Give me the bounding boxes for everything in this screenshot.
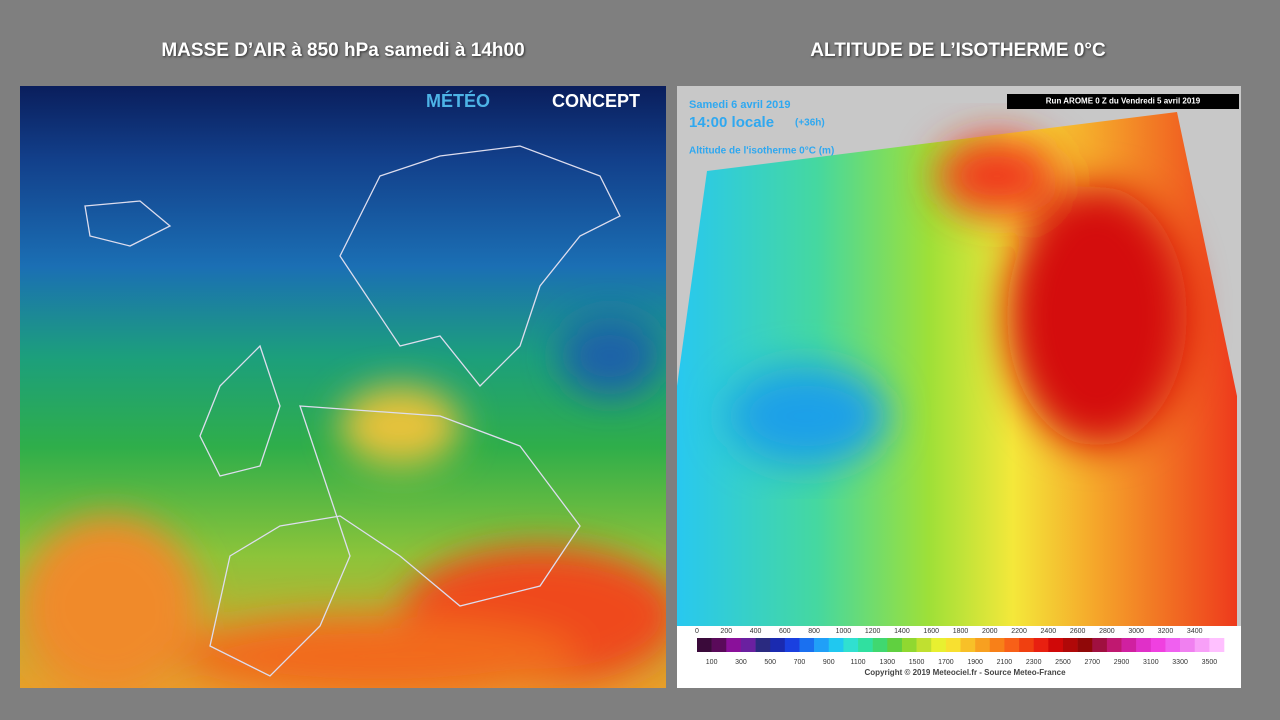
air-mass-map: MÉTÉO CONCEPT	[20, 86, 666, 688]
legend-swatch	[887, 638, 903, 652]
legend-swatch	[697, 638, 712, 652]
lead-label: (+36h)	[795, 118, 825, 129]
legend-swatch	[711, 638, 727, 652]
legend-label: 700	[794, 659, 806, 666]
logo-text: CONCEPT	[552, 91, 640, 111]
legend-label: 2600	[1070, 628, 1086, 635]
legend-label: 2000	[982, 628, 998, 635]
legend-label: 2100	[997, 659, 1013, 666]
legend-label: 2300	[1026, 659, 1042, 666]
legend-label: 500	[764, 659, 776, 666]
time-label: 14:00 locale	[689, 114, 774, 131]
legend-label: 2500	[1055, 659, 1071, 666]
legend-swatch	[1150, 638, 1166, 652]
legend-label: 1100	[850, 659, 865, 666]
legend-swatch	[1209, 638, 1225, 652]
legend-label: 200	[720, 628, 732, 635]
field-label: Altitude de l'isotherme 0°C (m)	[689, 146, 834, 157]
legend-label: 3500	[1202, 659, 1218, 666]
legend-swatch	[1033, 638, 1049, 652]
right-title: ALTITUDE DE L’ISOTHERME 0°C	[810, 40, 1106, 61]
legend-swatch	[989, 638, 1005, 652]
legend-swatch	[1136, 638, 1152, 652]
legend-label: 3300	[1172, 659, 1188, 666]
legend-label: 3200	[1158, 628, 1174, 635]
left-title: MASSE D’AIR à 850 hPa samedi à 14h00	[161, 40, 525, 61]
legend-label: 1400	[894, 628, 910, 635]
legend-swatch	[858, 638, 873, 652]
legend-label: 3400	[1187, 628, 1203, 635]
legend-swatch	[931, 638, 947, 652]
legend-swatch	[1062, 638, 1078, 652]
legend-swatch	[799, 638, 815, 652]
legend-swatch	[1165, 638, 1181, 652]
run-label: Run AROME 0 Z du Vendredi 5 avril 2019	[1046, 97, 1201, 106]
legend-label: 2700	[1084, 659, 1100, 666]
legend-label: 300	[735, 659, 747, 666]
legend-swatch	[872, 638, 888, 652]
isotherm-map: Run AROME 0 Z du Vendredi 5 avril 2019 S…	[677, 86, 1241, 688]
legend-swatch	[843, 638, 859, 652]
legend-label: 900	[823, 659, 835, 666]
legend-label: 600	[779, 628, 791, 635]
legend-swatch	[1019, 638, 1034, 652]
date-label: Samedi 6 avril 2019	[689, 99, 791, 111]
logo-text: MÉTÉO	[426, 90, 490, 111]
legend-label: 1000	[836, 628, 852, 635]
legend-label: 1800	[953, 628, 969, 635]
copyright: Copyright © 2019 Meteociel.fr - Source M…	[864, 668, 1066, 677]
legend-label: 1200	[865, 628, 881, 635]
legend-label: 2900	[1114, 659, 1130, 666]
legend-swatch	[755, 638, 771, 652]
legend-label: 1500	[909, 659, 925, 666]
legend-label: 1300	[880, 659, 896, 666]
legend-label: 3000	[1128, 628, 1144, 635]
legend-label: 2400	[1041, 628, 1057, 635]
legend-label: 2800	[1099, 628, 1115, 635]
legend-swatch	[770, 638, 786, 652]
legend-label: 800	[808, 628, 820, 635]
legend-label: 400	[750, 628, 762, 635]
legend-swatch	[975, 638, 991, 652]
legend-swatch	[1121, 638, 1137, 652]
legend-label: 0	[695, 628, 699, 635]
legend-swatch	[1106, 638, 1122, 652]
legend-swatch	[1092, 638, 1108, 652]
legend-swatch	[1180, 638, 1196, 652]
legend-label: 2200	[1011, 628, 1027, 635]
legend-swatch	[901, 638, 917, 652]
legend-swatch	[1194, 638, 1210, 652]
legend-swatch	[1048, 638, 1064, 652]
legend-label: 1600	[923, 628, 939, 635]
legend-swatch	[960, 638, 976, 652]
legend-swatch	[916, 638, 932, 652]
legend-swatch	[726, 638, 742, 652]
legend-swatch	[814, 638, 830, 652]
legend-swatch	[1004, 638, 1020, 652]
legend-label: 1700	[938, 659, 954, 666]
legend-swatch	[945, 638, 961, 652]
legend-swatch	[828, 638, 844, 652]
legend-label: 100	[706, 659, 718, 666]
legend-label: 3100	[1143, 659, 1159, 666]
legend-swatch	[784, 638, 800, 652]
legend-swatch	[1077, 638, 1093, 652]
legend-swatch	[740, 638, 756, 652]
legend-label: 1900	[967, 659, 983, 666]
